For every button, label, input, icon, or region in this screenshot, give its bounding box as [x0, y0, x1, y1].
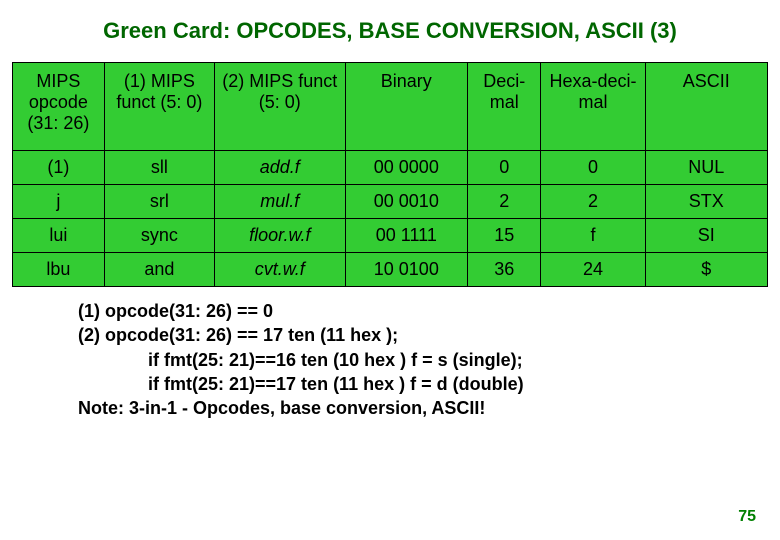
col-header: ASCII	[645, 63, 767, 151]
cell: lui	[13, 219, 105, 253]
table-row: j srl mul.f 00 0010 2 2 STX	[13, 185, 768, 219]
cell: 0	[541, 151, 645, 185]
cell: 2	[468, 185, 541, 219]
table-row: (1) sll add.f 00 0000 0 0 NUL	[13, 151, 768, 185]
note-line: Note: 3-in-1 - Opcodes, base conversion,…	[78, 396, 770, 420]
cell: 00 1111	[345, 219, 467, 253]
cell: srl	[104, 185, 214, 219]
note-line: (1) opcode(31: 26) == 0	[78, 299, 770, 323]
table-row: lbu and cvt.w.f 10 0100 36 24 $	[13, 253, 768, 287]
cell: 00 0000	[345, 151, 467, 185]
cell: sll	[104, 151, 214, 185]
cell: 00 0010	[345, 185, 467, 219]
col-header: Deci-mal	[468, 63, 541, 151]
cell: mul.f	[215, 185, 346, 219]
col-header: Hexa-deci-mal	[541, 63, 645, 151]
note-line: if fmt(25: 21)==17 ten (11 hex ) f = d (…	[78, 372, 770, 396]
cell: cvt.w.f	[215, 253, 346, 287]
note-line: (2) opcode(31: 26) == 17 ten (11 hex );	[78, 323, 770, 347]
col-header: (1) MIPS funct (5: 0)	[104, 63, 214, 151]
cell: 36	[468, 253, 541, 287]
cell: lbu	[13, 253, 105, 287]
cell: NUL	[645, 151, 767, 185]
cell: j	[13, 185, 105, 219]
cell: (1)	[13, 151, 105, 185]
cell: and	[104, 253, 214, 287]
cell: f	[541, 219, 645, 253]
cell: sync	[104, 219, 214, 253]
note-line: if fmt(25: 21)==16 ten (10 hex ) f = s (…	[78, 348, 770, 372]
opcode-table: MIPS opcode (31: 26) (1) MIPS funct (5: …	[12, 62, 768, 287]
cell: 0	[468, 151, 541, 185]
cell: 10 0100	[345, 253, 467, 287]
table-header-row: MIPS opcode (31: 26) (1) MIPS funct (5: …	[13, 63, 768, 151]
cell: add.f	[215, 151, 346, 185]
footnotes: (1) opcode(31: 26) == 0 (2) opcode(31: 2…	[78, 299, 770, 420]
cell: 15	[468, 219, 541, 253]
cell: SI	[645, 219, 767, 253]
col-header: (2) MIPS funct (5: 0)	[215, 63, 346, 151]
page-title: Green Card: OPCODES, BASE CONVERSION, AS…	[10, 18, 770, 44]
col-header: Binary	[345, 63, 467, 151]
cell: STX	[645, 185, 767, 219]
cell: floor.w.f	[215, 219, 346, 253]
page-number: 75	[738, 508, 756, 526]
cell: $	[645, 253, 767, 287]
cell: 2	[541, 185, 645, 219]
cell: 24	[541, 253, 645, 287]
col-header: MIPS opcode (31: 26)	[13, 63, 105, 151]
table-row: lui sync floor.w.f 00 1111 15 f SI	[13, 219, 768, 253]
